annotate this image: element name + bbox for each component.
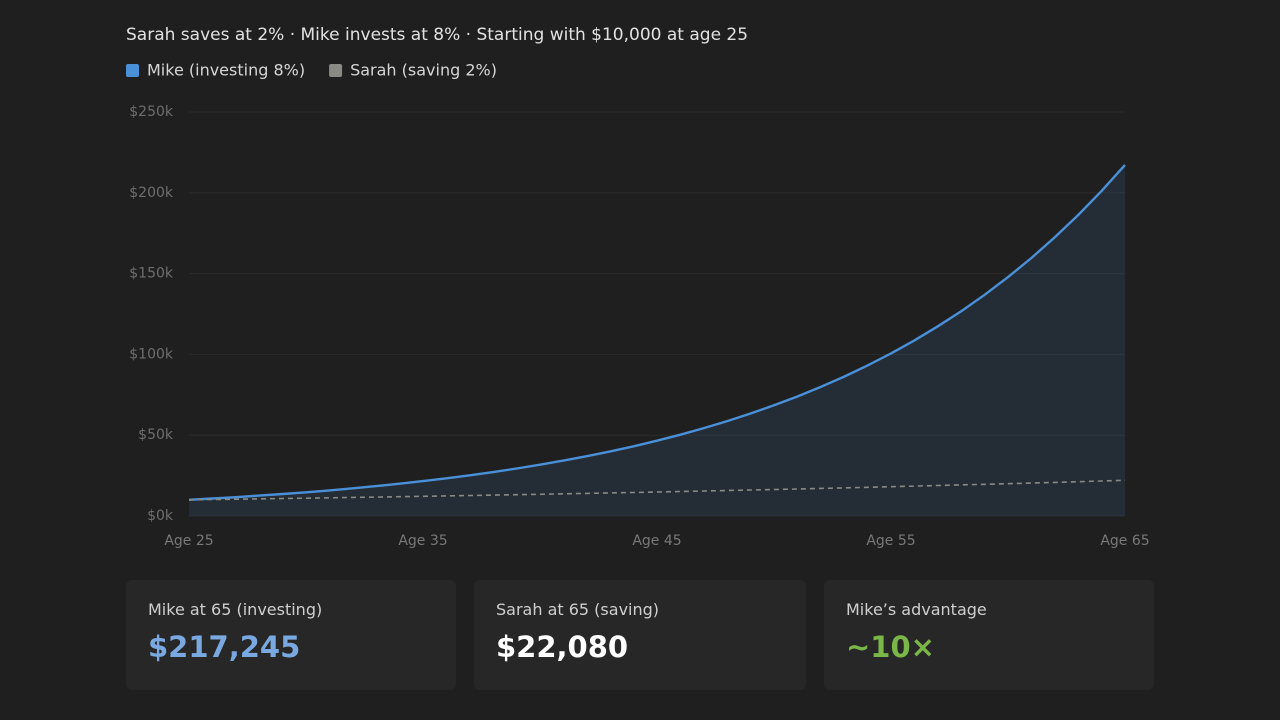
legend-label: Mike (investing 8%) (147, 61, 305, 80)
card-value: $217,245 (148, 630, 301, 664)
card-value: ~10× (846, 630, 935, 664)
y-tick-label: $100k (129, 346, 174, 362)
x-tick-label: Age 55 (866, 533, 915, 549)
y-tick-label: $250k (129, 104, 174, 120)
x-tick-label: Age 35 (398, 533, 447, 549)
stat-card: Sarah at 65 (saving) $22,080 (474, 580, 806, 690)
y-tick-label: $50k (138, 427, 174, 443)
y-tick-label: $0k (147, 508, 174, 524)
area-fill (189, 164, 1125, 516)
card-value: $22,080 (496, 630, 629, 664)
y-tick-label: $200k (129, 185, 174, 201)
x-tick-label: Age 65 (1100, 533, 1149, 549)
legend-swatch (126, 64, 139, 77)
legend-label: Sarah (saving 2%) (350, 61, 497, 80)
series-line (188, 164, 1126, 501)
card-label: Mike’s advantage (846, 600, 987, 619)
series-line (188, 479, 1126, 501)
chart-title: Sarah saves at 2% · Mike invests at 8% ·… (126, 25, 748, 45)
y-tick-label: $150k (129, 266, 174, 282)
x-tick-label: Age 45 (632, 533, 681, 549)
card-label: Mike at 65 (investing) (148, 600, 323, 619)
stat-card: Mike at 65 (investing) $217,245 (126, 580, 456, 690)
stat-card: Mike’s advantage ~10× (824, 580, 1154, 690)
legend-swatch (329, 64, 343, 77)
x-tick-label: Age 25 (164, 533, 213, 549)
card-label: Sarah at 65 (saving) (496, 600, 660, 619)
